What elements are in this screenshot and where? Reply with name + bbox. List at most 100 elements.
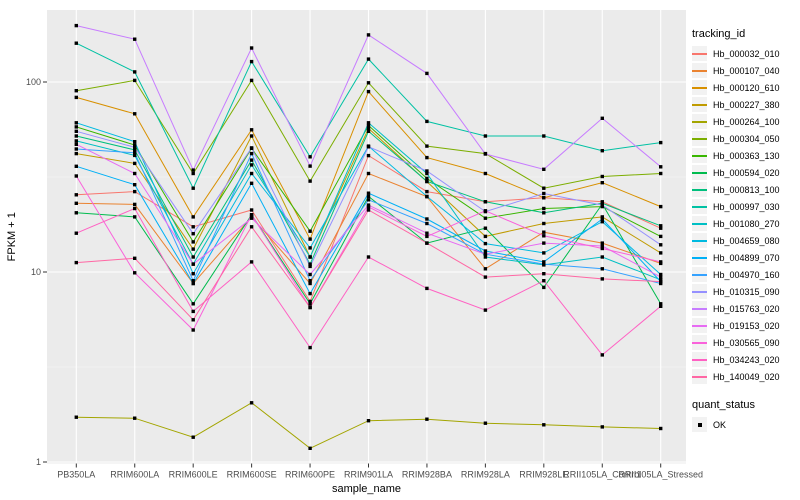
data-point xyxy=(133,148,137,152)
data-point xyxy=(249,401,254,405)
data-point xyxy=(133,183,137,187)
data-point xyxy=(483,255,488,259)
data-point xyxy=(191,168,195,172)
data-point xyxy=(191,225,195,229)
data-point xyxy=(425,169,429,173)
legend-item-label: Hb_000032_010 xyxy=(713,48,780,59)
data-point xyxy=(133,171,137,176)
data-point xyxy=(191,309,195,314)
data-point xyxy=(308,305,312,310)
data-point xyxy=(542,221,546,226)
data-point xyxy=(133,143,137,147)
data-point xyxy=(249,146,254,150)
data-point xyxy=(308,179,312,183)
x-tick-label: RRIM928LE xyxy=(519,470,568,480)
x-tick-label: RRIM928LA xyxy=(461,470,510,480)
data-point xyxy=(249,151,254,156)
legend-item-Hb_000264_100: Hb_000264_100 xyxy=(692,113,798,130)
line-swatch-icon xyxy=(692,250,707,265)
data-point xyxy=(659,243,663,247)
data-point xyxy=(366,129,371,133)
data-point xyxy=(133,112,137,116)
data-point xyxy=(366,208,371,212)
data-point xyxy=(191,215,195,219)
legend-item-label: Hb_010315_090 xyxy=(713,286,780,297)
data-point xyxy=(600,217,604,221)
data-point xyxy=(74,260,78,265)
legend-item-Hb_140049_020: Hb_140049_020 xyxy=(692,368,798,385)
data-point xyxy=(600,277,604,281)
data-point xyxy=(308,446,312,450)
data-point xyxy=(249,59,254,64)
data-point xyxy=(483,421,488,425)
legend-items: Hb_000032_010 Hb_000107_040 Hb_000120_610 H… xyxy=(692,45,798,385)
y-tick-label: 10 xyxy=(31,267,41,277)
data-point xyxy=(308,237,312,241)
data-point xyxy=(600,353,604,357)
data-point xyxy=(74,41,78,45)
data-point xyxy=(74,415,78,419)
data-point xyxy=(191,435,195,439)
data-point xyxy=(542,262,546,266)
data-point xyxy=(425,194,429,199)
data-point xyxy=(600,220,604,224)
data-point xyxy=(600,215,604,219)
data-point xyxy=(74,139,78,143)
legend: tracking_id Hb_000032_010 Hb_000107_040 Hb… xyxy=(692,28,798,433)
data-point xyxy=(133,202,137,207)
legend-item-label: Hb_000227_380 xyxy=(713,99,780,110)
data-point xyxy=(191,328,195,332)
data-point xyxy=(249,181,254,185)
legend-item-label: Hb_000594_020 xyxy=(713,167,780,178)
data-point xyxy=(249,158,254,162)
data-point xyxy=(74,151,78,156)
legend-item-label: Hb_004899_070 xyxy=(713,252,780,263)
x-axis-title: sample_name xyxy=(332,483,401,495)
data-point xyxy=(483,226,488,230)
line-swatch-icon xyxy=(692,131,707,146)
data-point xyxy=(542,234,546,238)
data-point xyxy=(191,318,195,322)
legend-item-Hb_000813_100: Hb_000813_100 xyxy=(692,181,798,198)
legend-section-quant-status: quant_status OK xyxy=(692,399,798,433)
data-point xyxy=(425,171,429,176)
data-point xyxy=(133,416,137,420)
data-point xyxy=(133,256,137,260)
legend-item-Hb_000304_050: Hb_000304_050 xyxy=(692,130,798,147)
data-point xyxy=(308,246,312,250)
y-tick-label: 100 xyxy=(26,77,41,87)
line-swatch-icon xyxy=(692,46,707,61)
x-tick-label: RRIM600PE xyxy=(285,470,335,480)
data-point xyxy=(425,119,429,124)
data-point xyxy=(133,189,137,194)
data-point xyxy=(133,153,137,158)
data-point xyxy=(249,134,254,138)
legend-item-label: Hb_000997_030 xyxy=(713,201,780,212)
data-point xyxy=(425,179,429,183)
data-point xyxy=(600,201,604,205)
legend-item-Hb_034243_020: Hb_034243_020 xyxy=(692,351,798,368)
line-swatch-icon xyxy=(692,165,707,180)
data-point xyxy=(542,191,546,196)
data-point xyxy=(483,216,488,220)
data-point xyxy=(308,291,312,296)
data-point xyxy=(74,201,78,205)
legend-item-label: Hb_000107_040 xyxy=(713,65,780,76)
line-swatch-icon xyxy=(692,352,707,367)
data-point xyxy=(74,125,78,129)
data-point xyxy=(425,189,429,194)
data-point xyxy=(191,302,195,306)
legend-item-Hb_000997_030: Hb_000997_030 xyxy=(692,198,798,215)
legend-item-Hb_000107_040: Hb_000107_040 xyxy=(692,62,798,79)
data-point xyxy=(659,281,663,286)
data-point xyxy=(483,200,488,204)
data-point xyxy=(483,152,488,156)
data-point xyxy=(308,164,312,168)
data-point xyxy=(659,260,663,264)
data-point xyxy=(249,78,254,83)
plot-panel xyxy=(47,10,686,464)
data-point xyxy=(366,205,371,209)
data-point xyxy=(483,252,488,256)
data-point xyxy=(483,267,488,271)
legend-item-label: Hb_000304_050 xyxy=(713,133,780,144)
